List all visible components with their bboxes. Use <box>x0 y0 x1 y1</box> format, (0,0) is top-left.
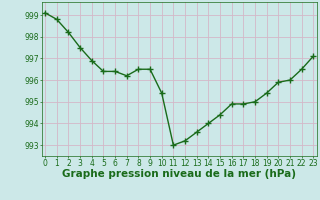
X-axis label: Graphe pression niveau de la mer (hPa): Graphe pression niveau de la mer (hPa) <box>62 169 296 179</box>
